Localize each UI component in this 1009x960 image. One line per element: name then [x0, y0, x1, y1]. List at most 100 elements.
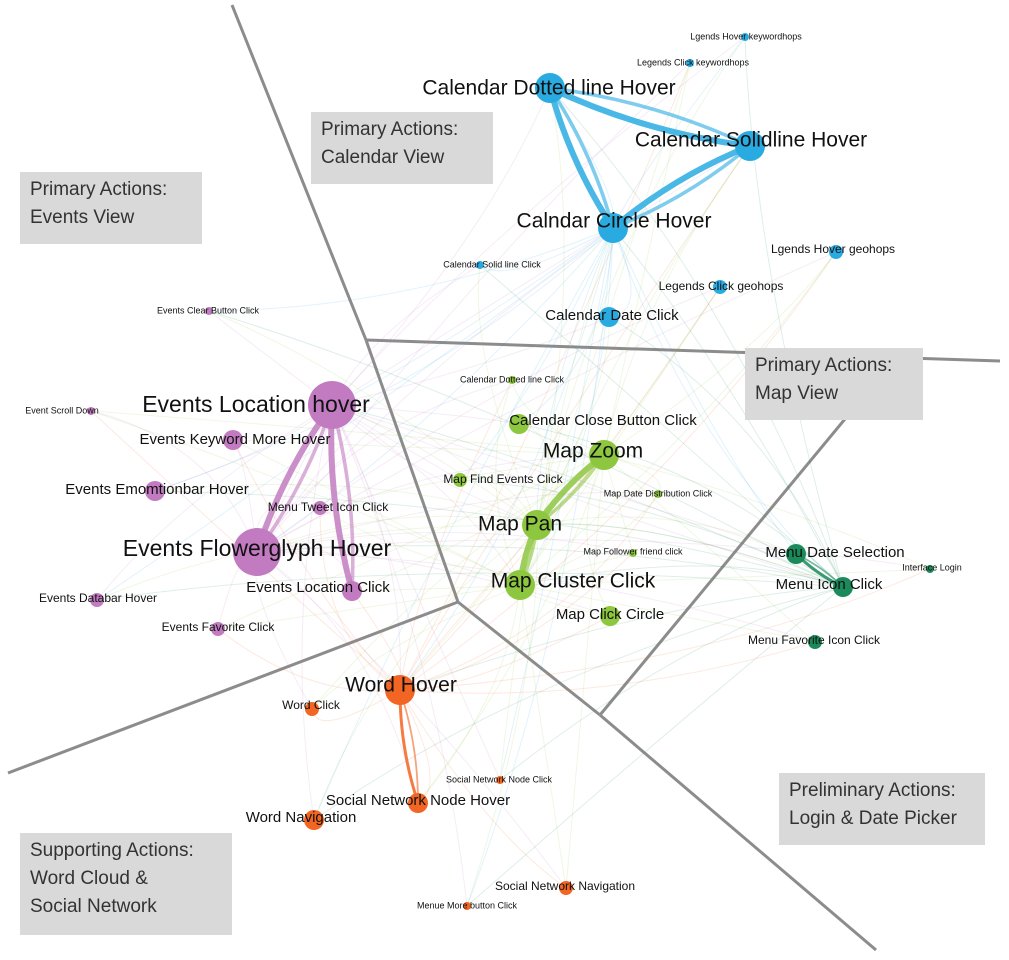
- edge-strong: [399, 689, 419, 804]
- node-calendar-solid-line-click: [476, 261, 484, 269]
- node-label: Legends Click keywordhops: [637, 57, 750, 67]
- edge-faint: [331, 404, 844, 588]
- node-events-keyword-more-hover: [223, 430, 243, 450]
- node-label: Events Keyword More Hover: [140, 431, 331, 448]
- node-calendar-date-click: [599, 307, 619, 327]
- region-label-events-view: Primary Actions: Events View: [20, 172, 202, 244]
- edge-faint: [256, 550, 611, 617]
- edge-faint: [301, 404, 333, 821]
- edge-faint: [495, 379, 521, 586]
- node-label: Menu Tweet Icon Click: [268, 500, 389, 514]
- node-menu-date-selection: [786, 544, 806, 564]
- node-word-navigation: [304, 810, 324, 830]
- label-layer: Lgends Hover keywordhops Legends Click ke…: [25, 31, 962, 910]
- edge-faint: [96, 227, 614, 601]
- edge-faint: [399, 379, 513, 691]
- edge-faint: [96, 524, 538, 601]
- edge-faint: [399, 641, 816, 694]
- edge-faint: [313, 524, 538, 821]
- edge-faint: [217, 584, 521, 630]
- edge-faint: [331, 87, 551, 406]
- edge-faint: [417, 454, 605, 804]
- node-menu-tweet-icon-click: [313, 501, 327, 515]
- node-interface-login: [926, 565, 934, 573]
- node-layer: [87, 33, 934, 910]
- node-label: Event Scroll Down: [25, 405, 99, 415]
- edge-strong: [547, 85, 753, 149]
- node-label: Map Find Events Click: [443, 472, 563, 486]
- edge-faint: [612, 227, 797, 555]
- edge-faint: [256, 551, 567, 889]
- node-map-date-distribution-click: [654, 490, 662, 498]
- edge-faint: [518, 423, 550, 526]
- edge-faint: [256, 491, 659, 553]
- edge-faint: [331, 404, 468, 907]
- node-label: Calendar Date Click: [545, 307, 679, 324]
- edge-faint: [90, 410, 258, 553]
- edge-faint: [603, 454, 634, 554]
- edge-faint: [319, 507, 401, 691]
- node-menue-more-button-click: [463, 902, 471, 910]
- edge-faint: [519, 568, 931, 586]
- edge-faint: [399, 227, 614, 691]
- node-label: Events Location Click: [246, 579, 390, 596]
- node-label: Calendar Solidline Hover: [635, 129, 867, 152]
- edge-faint: [331, 404, 501, 781]
- edge-faint: [519, 227, 614, 586]
- edge-strong: [611, 144, 752, 230]
- edge-faint: [499, 227, 614, 781]
- region-label-line: Word Cloud &: [30, 868, 148, 889]
- node-events-location-hover: [308, 381, 356, 429]
- edge-faint: [331, 227, 614, 406]
- node-label: Map Date Distribution Click: [604, 488, 713, 498]
- edge-faint: [311, 454, 605, 710]
- edge-faint: [536, 523, 844, 588]
- node-label: Word Hover: [345, 674, 457, 697]
- edge-faint: [399, 251, 837, 691]
- edge-faint: [565, 454, 605, 889]
- node-label: Calendar Close Button Click: [509, 412, 697, 429]
- edge-faint: [608, 316, 844, 588]
- edge-faint: [479, 264, 844, 588]
- edge-faint: [331, 404, 520, 425]
- node-map-zoom: [589, 440, 619, 470]
- node-label: Map Follower friend click: [583, 546, 683, 556]
- region-divider-lines: [7, 4, 1001, 952]
- edge-strong: [547, 85, 616, 231]
- edge-faint: [519, 251, 837, 586]
- node-label: Calndar Circle Hover: [517, 210, 712, 233]
- node-label: Menue More button Click: [417, 900, 518, 910]
- edge-faint: [536, 227, 614, 526]
- edge-strong: [398, 688, 420, 805]
- edge-faint: [603, 286, 721, 456]
- edge-faint: [154, 227, 614, 492]
- node-map-cluster-click: [505, 570, 535, 600]
- edge-faint: [603, 251, 837, 456]
- edge-faint: [331, 227, 614, 406]
- edge-faint: [217, 454, 605, 630]
- edge-faint: [232, 439, 521, 586]
- edge-faint: [208, 227, 614, 312]
- region-label-line: Supporting Actions:: [30, 840, 194, 861]
- edge-faint: [612, 227, 844, 588]
- region-divider-line: [598, 360, 895, 716]
- node-calndar-circle-hover: [598, 213, 628, 243]
- region-label-line: Login & Date Picker: [789, 808, 957, 829]
- region-label-line: Primary Actions:: [30, 179, 168, 200]
- node-lgends-hover-keywordhops: [741, 33, 749, 41]
- node-events-clear-button-click: [205, 307, 213, 315]
- node-events-emomtionbar-hover: [145, 481, 165, 501]
- edge-faint: [331, 404, 401, 691]
- edge-faint: [154, 483, 538, 526]
- node-label: Map Zoom: [543, 440, 643, 463]
- edge-faint: [96, 572, 844, 601]
- node-menu-icon-click: [833, 577, 853, 597]
- edge-faint: [477, 264, 538, 526]
- node-legends-click-geohops: [713, 280, 727, 294]
- edge-faint: [536, 227, 614, 526]
- node-label: Map Cluster Click: [491, 570, 656, 593]
- edge-faint: [586, 454, 611, 617]
- edge-strong: [548, 86, 752, 148]
- edge-faint: [603, 454, 816, 643]
